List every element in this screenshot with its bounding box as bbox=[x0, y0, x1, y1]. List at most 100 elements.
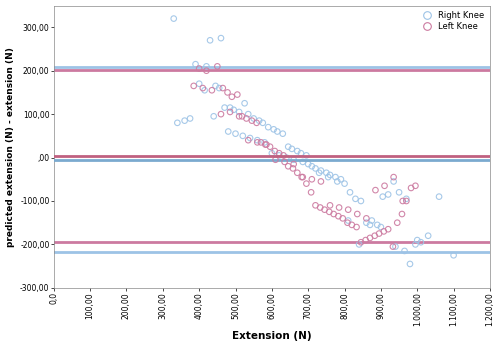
Point bbox=[238, 113, 246, 119]
Point bbox=[362, 220, 370, 226]
Point bbox=[375, 231, 383, 236]
Point bbox=[259, 120, 267, 126]
Point bbox=[302, 153, 310, 158]
Point bbox=[362, 215, 370, 221]
Point bbox=[246, 135, 254, 141]
Point bbox=[374, 222, 382, 228]
Point bbox=[250, 116, 258, 121]
Point bbox=[384, 227, 392, 232]
Point bbox=[260, 139, 268, 145]
Point bbox=[378, 194, 386, 200]
Point bbox=[344, 218, 352, 223]
Point bbox=[186, 116, 194, 121]
Point bbox=[392, 244, 400, 249]
Point bbox=[280, 159, 288, 165]
Point bbox=[317, 168, 325, 174]
Point bbox=[257, 139, 265, 145]
Point bbox=[294, 170, 302, 176]
Point bbox=[210, 113, 218, 119]
Point bbox=[230, 107, 237, 112]
Point bbox=[338, 215, 346, 221]
Point bbox=[226, 105, 234, 110]
Point bbox=[402, 198, 410, 204]
Point bbox=[202, 64, 210, 69]
Point bbox=[271, 148, 279, 154]
Point bbox=[390, 174, 398, 180]
Point bbox=[279, 131, 287, 136]
Point bbox=[290, 157, 298, 162]
Point bbox=[224, 90, 232, 95]
Point bbox=[228, 94, 236, 100]
Point bbox=[195, 66, 203, 71]
Point bbox=[288, 146, 296, 152]
Point bbox=[299, 174, 307, 180]
Point bbox=[274, 129, 281, 134]
Point bbox=[217, 111, 225, 117]
Point bbox=[412, 183, 420, 188]
Point bbox=[192, 61, 200, 67]
Point bbox=[326, 203, 334, 208]
Point bbox=[402, 196, 410, 202]
Point bbox=[322, 170, 330, 176]
Point bbox=[239, 133, 247, 138]
Point bbox=[240, 101, 248, 106]
Point bbox=[275, 153, 283, 158]
Point bbox=[407, 185, 415, 191]
Point bbox=[406, 261, 414, 267]
Point bbox=[215, 85, 223, 91]
Point bbox=[337, 177, 345, 182]
Point bbox=[304, 161, 312, 167]
Point bbox=[226, 109, 234, 115]
Point bbox=[170, 16, 177, 22]
Point bbox=[352, 224, 360, 230]
Point bbox=[264, 124, 272, 130]
Point bbox=[334, 213, 342, 219]
Point bbox=[199, 85, 207, 91]
Point bbox=[294, 148, 302, 154]
Point bbox=[280, 153, 287, 158]
Point bbox=[202, 68, 210, 74]
Point bbox=[284, 144, 292, 150]
Point bbox=[398, 198, 406, 204]
Point bbox=[254, 139, 262, 145]
Point bbox=[302, 181, 310, 186]
Point bbox=[289, 166, 297, 171]
Point bbox=[242, 116, 250, 121]
Point bbox=[412, 242, 420, 247]
Point bbox=[344, 207, 352, 212]
Point bbox=[290, 161, 298, 167]
Point bbox=[340, 181, 348, 186]
Point bbox=[219, 85, 227, 91]
Point bbox=[346, 189, 354, 195]
Point bbox=[244, 137, 252, 143]
Point bbox=[355, 242, 363, 247]
Point bbox=[372, 187, 380, 193]
Point bbox=[275, 151, 283, 156]
Point bbox=[255, 118, 263, 124]
Point bbox=[298, 174, 306, 180]
Point bbox=[272, 157, 280, 162]
Point bbox=[370, 233, 378, 238]
Point bbox=[270, 127, 278, 132]
Point bbox=[348, 222, 356, 228]
Point bbox=[312, 166, 320, 171]
Point bbox=[224, 129, 232, 134]
Point bbox=[282, 155, 290, 160]
Legend: Right Knee, Left Knee: Right Knee, Left Knee bbox=[417, 10, 486, 33]
Point bbox=[174, 120, 182, 126]
Point bbox=[180, 118, 188, 124]
Point bbox=[326, 172, 334, 178]
Point bbox=[254, 137, 262, 143]
Point bbox=[312, 203, 320, 208]
Point bbox=[324, 174, 332, 180]
Point bbox=[366, 235, 374, 241]
Point bbox=[244, 111, 252, 117]
Point bbox=[417, 239, 425, 245]
Point bbox=[332, 174, 340, 180]
Point bbox=[450, 253, 458, 258]
Point bbox=[357, 198, 365, 204]
Point bbox=[435, 194, 443, 200]
Point bbox=[366, 222, 374, 228]
Point bbox=[262, 142, 270, 147]
Point bbox=[297, 151, 305, 156]
